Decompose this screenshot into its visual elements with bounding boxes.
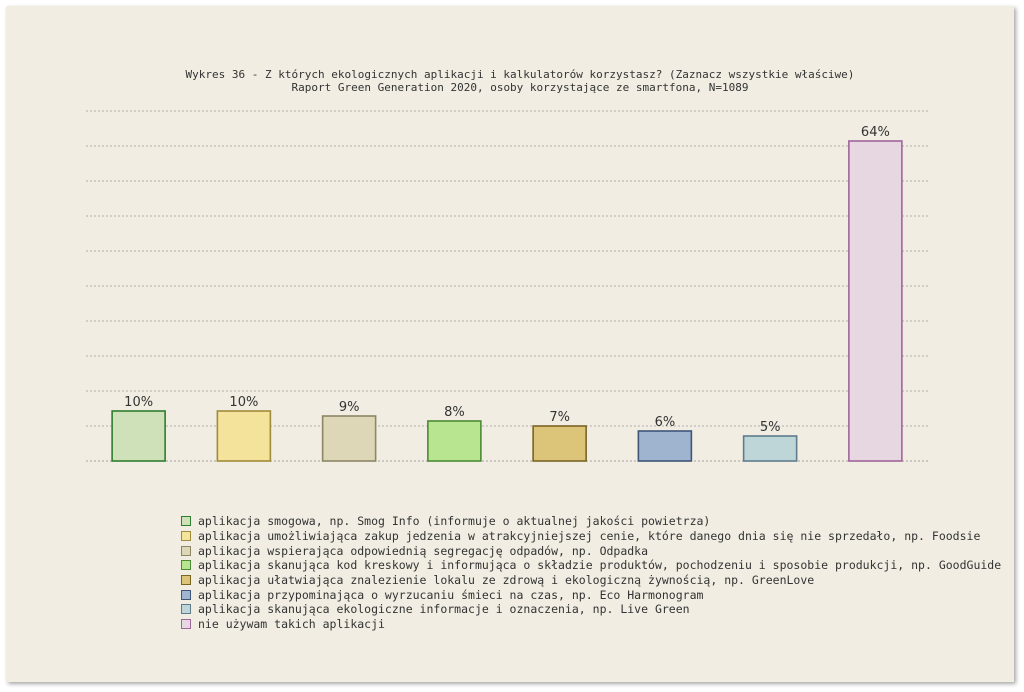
chart-legend: aplikacja smogowa, np. Smog Info (inform…	[181, 514, 1001, 632]
legend-item: aplikacja smogowa, np. Smog Info (inform…	[181, 514, 1001, 529]
legend-swatch	[181, 545, 191, 556]
chart-title-block: Wykres 36 - Z których ekologicznych apli…	[0, 68, 1024, 94]
legend-label: nie używam takich aplikacji	[198, 617, 385, 632]
legend-label: aplikacja ułatwiająca znalezienie lokalu…	[198, 573, 815, 588]
legend-swatch	[181, 575, 191, 586]
legend-item: aplikacja przypominająca o wyrzucaniu śm…	[181, 587, 1001, 602]
legend-item: aplikacja umożliwiająca zakup jedzenia w…	[181, 529, 1001, 544]
bar	[532, 425, 587, 462]
legend-label: aplikacja skanująca kod kreskowy i infor…	[198, 558, 1002, 573]
legend-item: aplikacja wspierająca odpowiednią segreg…	[181, 543, 1001, 558]
bar	[848, 140, 903, 462]
legend-swatch	[181, 531, 191, 542]
bar	[637, 430, 693, 462]
chart-frame	[6, 6, 1014, 682]
legend-item: aplikacja ułatwiająca znalezienie lokalu…	[181, 573, 1001, 588]
data-label: 10%	[229, 395, 258, 410]
data-label: 5%	[760, 420, 781, 435]
legend-item: aplikacja skanująca ekologiczne informac…	[181, 602, 1001, 617]
legend-swatch	[181, 589, 191, 600]
bar	[216, 410, 272, 462]
legend-swatch	[181, 516, 191, 527]
legend-item: aplikacja skanująca kod kreskowy i infor…	[181, 558, 1001, 573]
data-label: 10%	[124, 395, 153, 410]
legend-label: aplikacja smogowa, np. Smog Info (inform…	[198, 514, 711, 529]
legend-label: aplikacja przypominająca o wyrzucaniu śm…	[198, 587, 704, 602]
data-label: 9%	[339, 400, 360, 415]
legend-item: nie używam takich aplikacji	[181, 617, 1001, 632]
data-label: 6%	[655, 415, 676, 430]
legend-swatch	[181, 560, 191, 571]
bar	[427, 420, 482, 462]
data-label: 64%	[861, 125, 890, 140]
bar	[742, 435, 798, 462]
data-label: 8%	[444, 405, 465, 420]
legend-swatch	[181, 604, 191, 615]
data-label: 7%	[549, 410, 570, 425]
legend-label: aplikacja skanująca ekologiczne informac…	[198, 602, 690, 617]
bar	[321, 415, 377, 462]
chart-title: Wykres 36 - Z których ekologicznych apli…	[185, 68, 855, 81]
chart-subtitle: Raport Green Generation 2020, osoby korz…	[291, 81, 749, 94]
legend-label: aplikacja wspierająca odpowiednią segreg…	[198, 543, 649, 558]
legend-label: aplikacja umożliwiająca zakup jedzenia w…	[198, 529, 981, 544]
bar	[111, 410, 166, 462]
legend-swatch	[181, 619, 191, 630]
